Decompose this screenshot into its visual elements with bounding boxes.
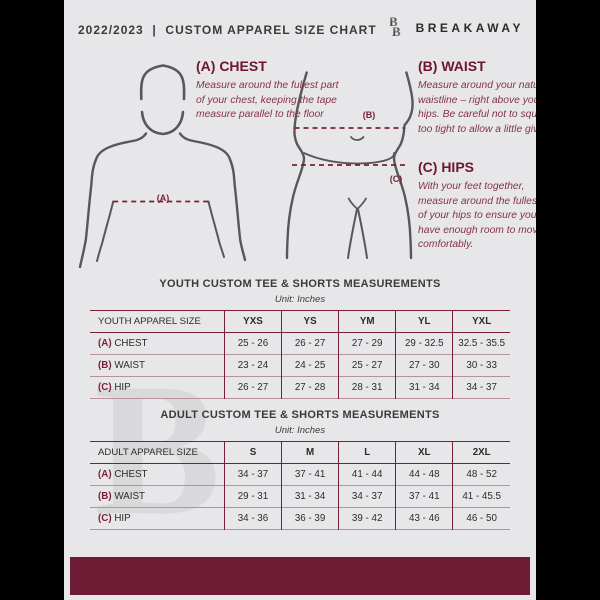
svg-text:(A): (A) [157,193,170,203]
svg-text:(B): (B) [363,110,376,120]
svg-text:(C): (C) [390,174,403,184]
svg-text:B: B [392,24,401,39]
